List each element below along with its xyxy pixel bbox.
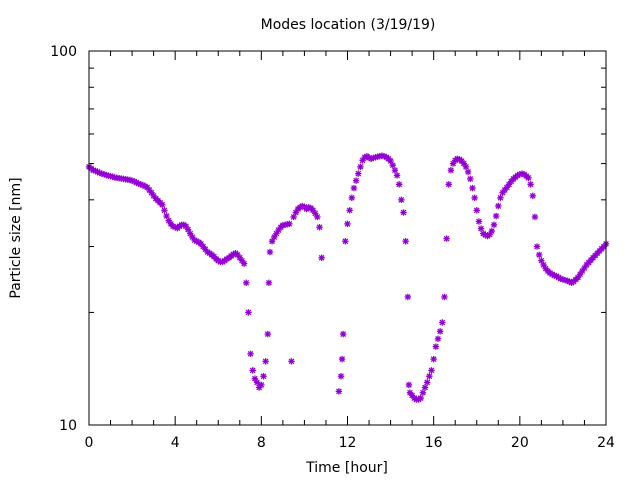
- data-point: [391, 167, 399, 174]
- data-point: [249, 367, 256, 374]
- data-point: [443, 235, 450, 242]
- data-point: [402, 238, 409, 245]
- tick-labels: 0 4 8 12 16 20 24 10 100: [50, 44, 615, 451]
- data-point: [428, 367, 435, 374]
- data-point: [419, 389, 427, 396]
- data-point: [400, 209, 407, 216]
- data-point: [525, 174, 532, 182]
- data-point: [355, 170, 362, 177]
- data-point: [350, 184, 358, 192]
- data-point: [471, 194, 478, 202]
- data-point: [464, 168, 472, 176]
- data-point: [346, 207, 353, 214]
- y-axis-label: Particle size [nm]: [8, 177, 24, 298]
- data-point: [447, 167, 455, 174]
- data-point: [405, 381, 413, 389]
- axis-ticks: [88, 50, 607, 426]
- data-point: [247, 350, 254, 358]
- data-point: [318, 254, 325, 261]
- data-point: [488, 227, 496, 235]
- x-tick-label: 16: [425, 435, 443, 451]
- data-point: [529, 192, 536, 200]
- data-point: [337, 373, 345, 380]
- data-point: [421, 384, 429, 391]
- data-point: [404, 293, 412, 301]
- data-point: [262, 358, 269, 365]
- data-point: [245, 309, 252, 316]
- data-point: [490, 221, 498, 228]
- data-point: [265, 279, 273, 287]
- data-points: [85, 152, 610, 403]
- data-point: [417, 394, 424, 402]
- data-point: [441, 293, 448, 301]
- data-point: [253, 379, 261, 386]
- data-point: [527, 181, 534, 188]
- data-point: [316, 223, 323, 231]
- chart-title: Modes location (3/19/19): [261, 17, 436, 33]
- data-point: [426, 373, 433, 380]
- data-point: [243, 279, 250, 287]
- data-point: [536, 251, 543, 259]
- data-point: [240, 260, 248, 267]
- data-point: [286, 220, 293, 228]
- y-tick-label: 10: [59, 418, 77, 434]
- data-point: [161, 207, 168, 214]
- data-point: [338, 355, 346, 363]
- plot-frame: [88, 50, 607, 426]
- data-point: [393, 172, 401, 179]
- data-point: [339, 330, 347, 338]
- data-point: [148, 189, 155, 196]
- data-point: [579, 267, 586, 275]
- data-point: [159, 201, 166, 208]
- data-point: [492, 212, 500, 220]
- data-point: [432, 343, 440, 350]
- data-point: [436, 328, 444, 335]
- data-point: [533, 243, 541, 250]
- data-point: [264, 330, 271, 338]
- data-point: [531, 213, 539, 221]
- data-point: [475, 218, 483, 225]
- data-point: [497, 194, 504, 202]
- x-axis-label: Time [hour]: [305, 460, 388, 476]
- y-tick-label: 100: [50, 44, 77, 60]
- data-point: [258, 381, 265, 389]
- x-tick-label: 8: [257, 435, 266, 451]
- data-point: [357, 163, 364, 171]
- x-tick-label: 24: [597, 435, 615, 451]
- x-tick-label: 12: [339, 435, 357, 451]
- data-point: [288, 358, 295, 365]
- data-point: [342, 238, 349, 245]
- x-tick-label: 20: [511, 435, 529, 451]
- data-point: [495, 202, 502, 210]
- data-point: [467, 175, 474, 183]
- data-point: [477, 225, 485, 232]
- data-point: [439, 319, 446, 326]
- data-point: [445, 181, 452, 188]
- x-tick-label: 4: [171, 435, 180, 451]
- data-point: [335, 388, 343, 395]
- data-point: [469, 184, 476, 192]
- data-point: [396, 181, 403, 188]
- data-point: [344, 220, 351, 228]
- data-point: [314, 213, 321, 221]
- data-point: [352, 177, 360, 184]
- data-point: [266, 248, 274, 256]
- data-point: [462, 163, 470, 171]
- data-point: [430, 355, 437, 363]
- data-point: [348, 194, 356, 202]
- data-point: [389, 162, 396, 169]
- x-tick-label: 0: [85, 435, 94, 451]
- data-point: [434, 335, 442, 343]
- data-point: [473, 207, 480, 214]
- data-point: [398, 196, 405, 204]
- data-point: [260, 373, 267, 380]
- data-point: [424, 379, 431, 386]
